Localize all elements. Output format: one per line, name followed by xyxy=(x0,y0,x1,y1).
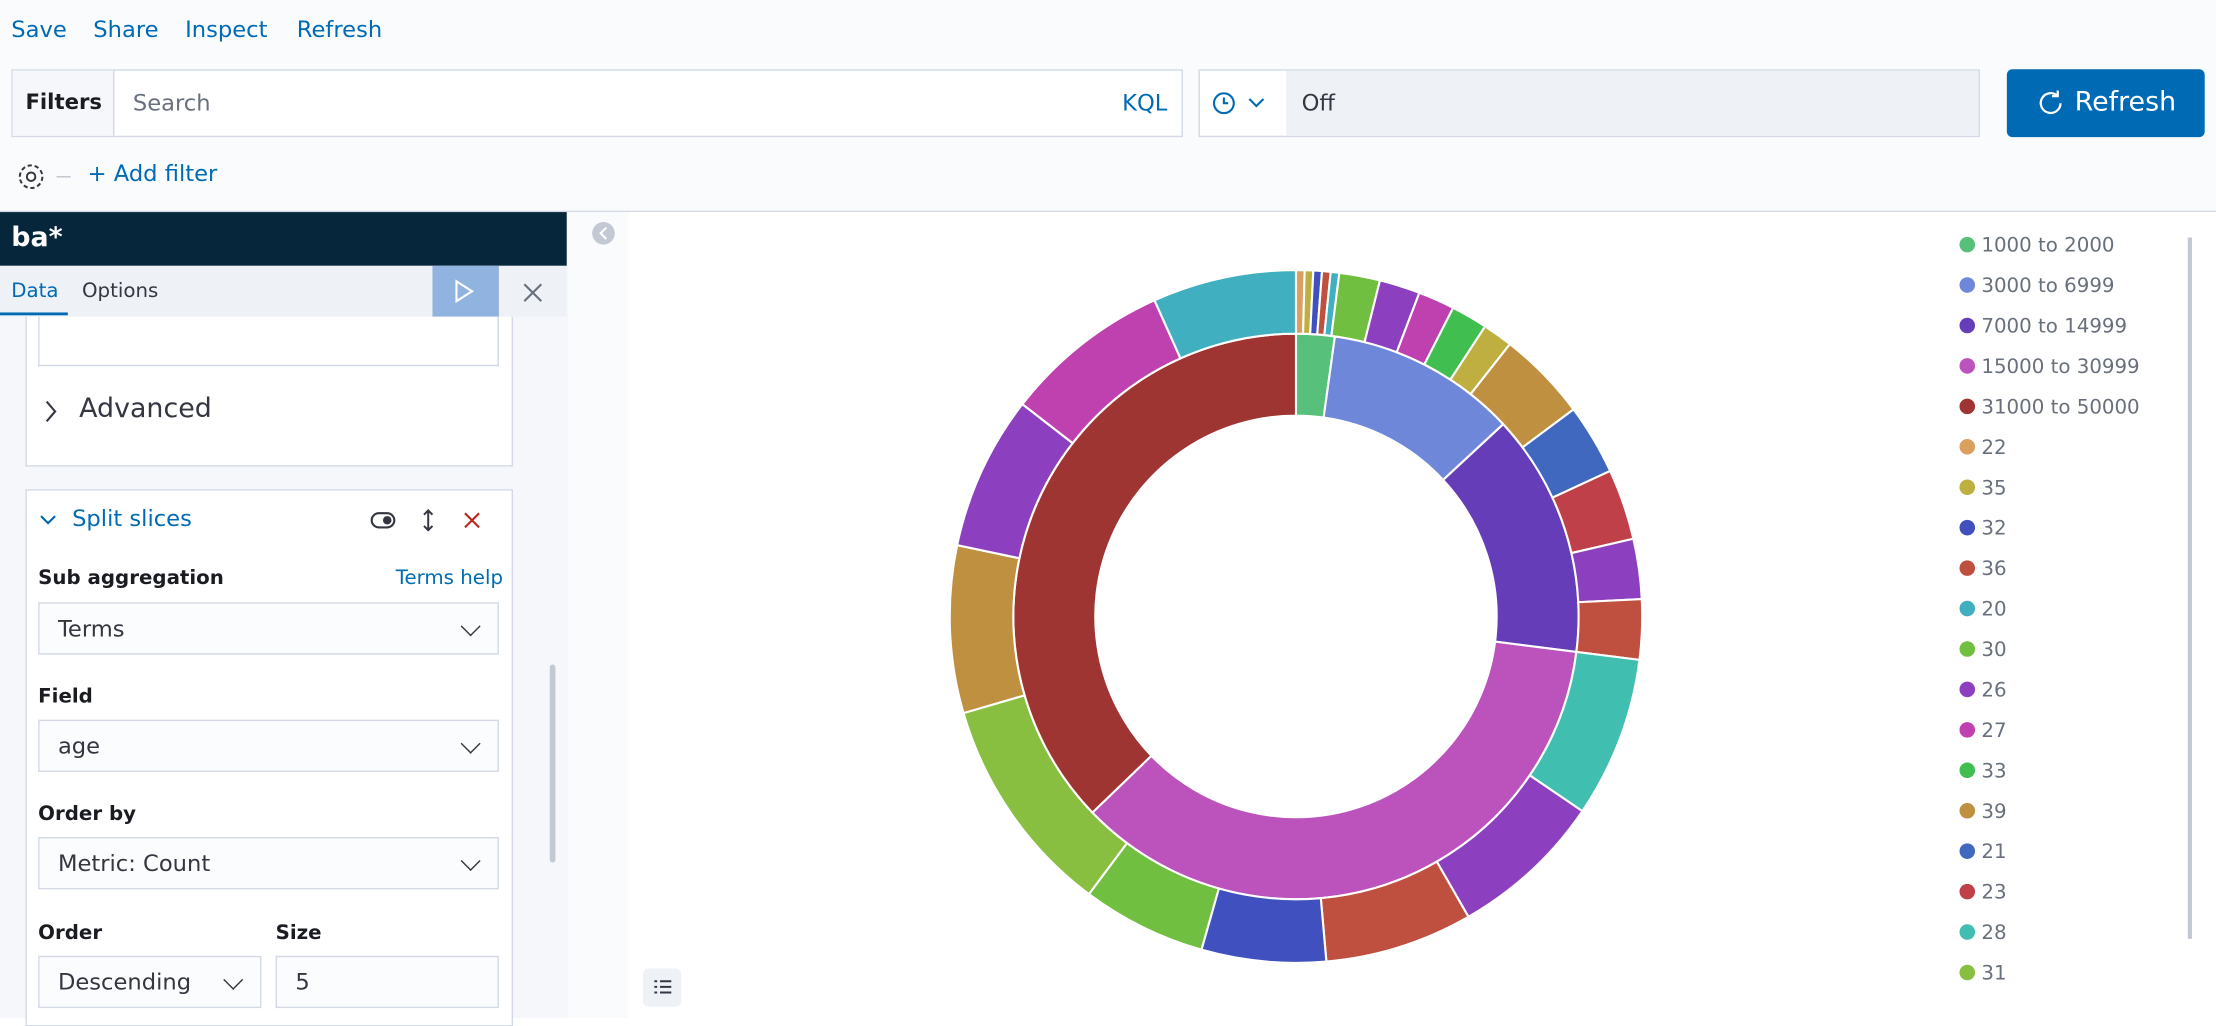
sub-aggregation-select[interactable]: Terms xyxy=(38,602,499,655)
legend-label: 15000 to 30999 xyxy=(1981,355,2139,378)
nav-share[interactable]: Share xyxy=(93,15,159,43)
legend-swatch xyxy=(1959,964,1976,981)
legend-swatch xyxy=(1959,317,1976,334)
legend-swatch xyxy=(1959,479,1976,496)
divider xyxy=(0,210,2216,213)
field-label: Field xyxy=(38,685,93,709)
legend-label: 23 xyxy=(1981,881,2006,904)
tab-data[interactable]: Data xyxy=(11,279,59,303)
legend-label: 7000 to 14999 xyxy=(1981,315,2127,338)
list-icon xyxy=(654,980,672,994)
interval-field xyxy=(1286,70,1979,136)
legend-label: 32 xyxy=(1981,517,2006,540)
legend-swatch xyxy=(1959,883,1976,900)
kql-toggle[interactable]: KQL xyxy=(1122,89,1168,116)
donut-slice xyxy=(1153,268,1298,360)
clock-icon[interactable] xyxy=(1210,88,1267,119)
legend-label: 27 xyxy=(1981,719,2006,742)
legend-swatch xyxy=(1959,560,1976,576)
tab-underline xyxy=(0,312,68,316)
legend-label: 31000 to 50000 xyxy=(1981,395,2139,418)
legend-swatch xyxy=(1959,519,1976,536)
legend-label: 20 xyxy=(1981,598,2006,621)
sidebar-header xyxy=(0,212,567,266)
legend-swatch xyxy=(1959,843,1976,859)
split-actions[interactable] xyxy=(365,503,495,537)
collapsed-field xyxy=(38,316,499,367)
nav-refresh[interactable]: Refresh xyxy=(296,15,383,43)
size-input[interactable]: 5 xyxy=(275,955,499,1009)
collapse-icon[interactable] xyxy=(37,509,60,532)
legend-label: 35 xyxy=(1981,476,2006,499)
order-by-select[interactable]: Metric: Count xyxy=(38,837,499,890)
legend-swatch xyxy=(1959,681,1976,698)
legend-swatch xyxy=(1959,641,1976,657)
add-filter[interactable]: + Add filter xyxy=(87,159,218,187)
legend-label: 26 xyxy=(1981,678,2006,701)
legend-label: 28 xyxy=(1981,921,2006,944)
legend-swatch xyxy=(1959,358,1976,374)
legend-swatch xyxy=(1959,802,1976,819)
apply-button[interactable] xyxy=(432,265,499,317)
order-by-label: Order by xyxy=(38,803,137,826)
legend-swatch xyxy=(1959,439,1976,455)
legend-label: 33 xyxy=(1981,759,2006,782)
nav-inspect[interactable]: Inspect xyxy=(185,15,268,43)
discard-icon[interactable] xyxy=(520,280,545,305)
split-title[interactable]: Split slices xyxy=(72,504,192,532)
legend-label: 36 xyxy=(1981,557,2006,580)
legend-label: 22 xyxy=(1981,436,2006,459)
tab-options[interactable]: Options xyxy=(81,279,159,303)
legend-swatch xyxy=(1959,722,1976,738)
legend-swatch xyxy=(1959,236,1976,253)
search-bar xyxy=(11,69,1183,138)
order-label: Order xyxy=(38,921,103,945)
legend-scrollbar xyxy=(2187,237,2192,939)
legend-label: 1000 to 2000 xyxy=(1981,234,2114,257)
legend-label: 30 xyxy=(1981,638,2006,661)
filters-section xyxy=(12,70,115,136)
strip-icons[interactable] xyxy=(591,219,619,629)
order-select[interactable]: Descending xyxy=(38,955,262,1009)
advanced-toggle[interactable]: Advanced xyxy=(79,393,212,425)
legend-label: 3000 to 6999 xyxy=(1981,274,2114,297)
legend-label: 31 xyxy=(1981,962,2006,985)
advanced-card xyxy=(25,316,514,467)
field-select[interactable]: age xyxy=(38,719,499,772)
scrollbar xyxy=(549,664,556,863)
legend-label: 21 xyxy=(1981,840,2006,863)
index-pattern: ba* xyxy=(11,221,63,254)
terms-help[interactable]: Terms help xyxy=(395,566,504,590)
interval-value: Off xyxy=(1301,89,1336,116)
input-value: 5 xyxy=(295,968,310,996)
legend-swatch xyxy=(1959,398,1976,415)
legend-swatch xyxy=(1959,600,1976,617)
select-value: Terms xyxy=(57,615,125,642)
select-value: Descending xyxy=(57,968,192,996)
legend-swatch xyxy=(1959,924,1976,940)
refresh-label: Refresh xyxy=(2074,86,2177,118)
size-label: Size xyxy=(275,921,322,945)
legend-label: 39 xyxy=(1981,800,2006,823)
donut-slice xyxy=(1575,597,1644,662)
play-icon xyxy=(455,279,475,304)
resize-strip xyxy=(568,212,628,1019)
expand-icon[interactable] xyxy=(40,397,63,425)
donut-slice xyxy=(1200,887,1328,964)
donut-chart: 1000 to 2000 3000 to 6999 7000 to 14999 150… xyxy=(948,234,2140,985)
sub-aggregation-label: Sub aggregation xyxy=(38,566,224,590)
select-value: age xyxy=(57,732,101,760)
nav-save[interactable]: Save xyxy=(11,15,67,43)
legend-swatch xyxy=(1959,762,1976,779)
filters-label: Filters xyxy=(25,89,103,115)
refresh-icon xyxy=(2039,90,2062,115)
donut-slice xyxy=(948,543,1026,715)
legend-swatch xyxy=(1959,277,1976,293)
search-input[interactable]: Search xyxy=(132,89,211,116)
select-value: Metric: Count xyxy=(57,849,211,877)
gear-icon[interactable] xyxy=(14,158,85,195)
